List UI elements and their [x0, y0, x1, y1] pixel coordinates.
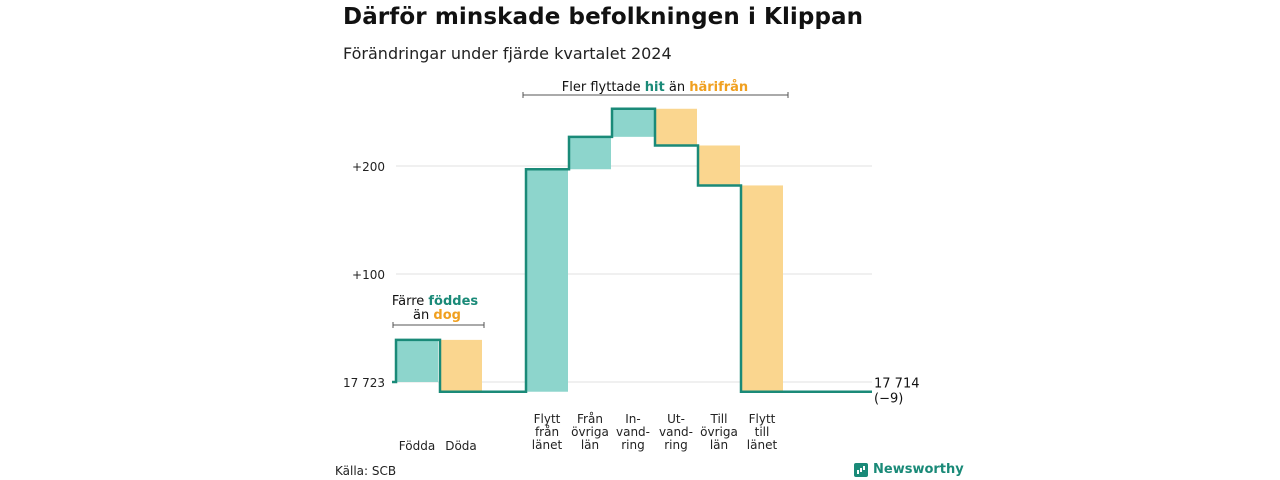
category-label: Födda [399, 439, 435, 453]
annotation-births: Färre föddes [392, 294, 479, 309]
category-label: övriga [700, 425, 738, 439]
start-value-label: 17 723 [343, 376, 385, 390]
bar [440, 339, 482, 392]
bar [741, 185, 783, 392]
category-label: Flytt [749, 412, 776, 426]
category-label: länet [747, 438, 778, 452]
annotation-deaths: än dog [413, 308, 461, 323]
step-line [392, 107, 872, 393]
category-label: vand- [659, 425, 693, 439]
category-label: In- [625, 412, 640, 426]
category-label: vand- [616, 425, 650, 439]
category-label: Flytt [534, 412, 561, 426]
end-value-label: 17 714 [874, 377, 920, 392]
y-tick-label: +100 [352, 268, 385, 282]
bar [655, 108, 697, 146]
end-change-label: (−9) [874, 392, 903, 407]
category-label: övriga [571, 425, 609, 439]
category-label: Döda [445, 439, 477, 453]
category-label: från [535, 425, 559, 439]
bar [569, 136, 611, 170]
bar [612, 108, 654, 137]
bar [698, 145, 740, 186]
category-label: länet [532, 438, 563, 452]
brand-logo: Newsworthy [854, 462, 964, 477]
annotation-moves: Fler flyttade hit än härifrån [562, 80, 748, 95]
category-label: Ut- [667, 412, 685, 426]
category-label: län [581, 438, 599, 452]
newsworthy-icon [854, 462, 868, 477]
bar [396, 339, 438, 382]
brand-name: Newsworthy [873, 462, 964, 477]
source-note: Källa: SCB [335, 464, 397, 478]
category-label: Till [710, 412, 728, 426]
y-tick-label: +200 [352, 160, 385, 174]
category-label: län [710, 438, 728, 452]
category-label: ring [621, 438, 645, 452]
category-label: Från [577, 412, 603, 426]
chart-subtitle: Förändringar under fjärde kvartalet 2024 [343, 44, 672, 63]
category-label: ring [664, 438, 688, 452]
bar [526, 169, 568, 392]
category-label: till [755, 425, 770, 439]
chart-title: Därför minskade befolkningen i Klippan [343, 4, 864, 30]
